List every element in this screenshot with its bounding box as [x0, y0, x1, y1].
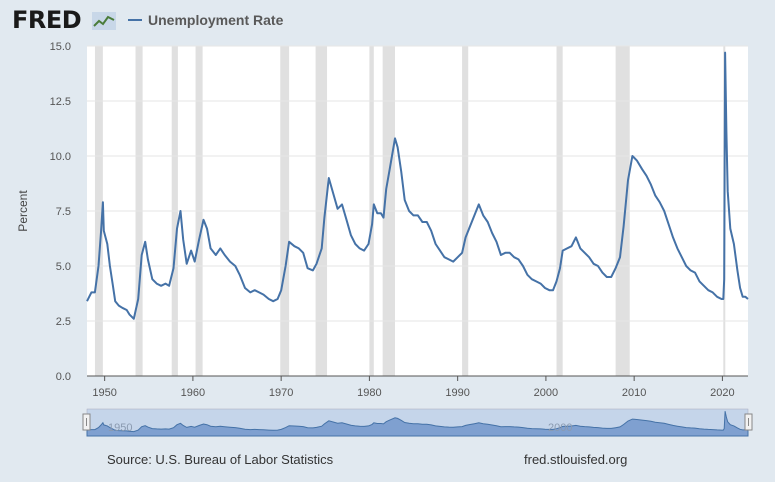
x-tick-label: 2020 — [710, 387, 734, 399]
source-credit: Source: U.S. Bureau of Labor Statistics — [107, 452, 334, 467]
gridlines — [87, 45, 748, 322]
range-navigator[interactable]: 1950 2000 — [82, 408, 753, 437]
y-tick-label: 12.5 — [50, 96, 71, 108]
x-tick-label: 1960 — [181, 387, 205, 399]
y-axis-title: Percent — [16, 190, 30, 232]
navigator-label: 1950 — [108, 422, 132, 434]
legend-swatch — [128, 19, 142, 21]
x-tick-label: 1980 — [357, 387, 381, 399]
navigator-series-area — [86, 411, 749, 437]
navigator-label: 2000 — [548, 422, 572, 434]
chart-header: FRED Unemployment Rate — [0, 0, 775, 44]
x-tick-label: 1970 — [269, 387, 293, 399]
fred-logo-graph-icon — [92, 12, 116, 30]
y-tick-label: 10.0 — [50, 151, 71, 163]
legend-label: Unemployment Rate — [148, 12, 284, 28]
y-tick-label: 15.0 — [50, 41, 71, 53]
fred-logo[interactable]: FRED — [12, 6, 82, 34]
y-axis-tick-labels: 0.0 2.5 5.0 7.5 10.0 12.5 15.0 — [50, 41, 71, 383]
x-tick-label: 2010 — [622, 387, 646, 399]
y-tick-label: 0.0 — [56, 371, 71, 383]
x-tick-label: 1950 — [92, 387, 116, 399]
y-tick-label: 5.0 — [56, 261, 71, 273]
y-tick-label: 2.5 — [56, 316, 71, 328]
y-tick-label: 7.5 — [56, 206, 71, 218]
x-tick-label: 1990 — [445, 387, 469, 399]
x-tick-label: 2000 — [534, 387, 558, 399]
x-axis-tick-labels: 1950 1960 1970 1980 1990 2000 2010 2020 — [92, 376, 735, 399]
legend[interactable]: Unemployment Rate — [128, 12, 283, 28]
unemployment-rate-line[interactable] — [86, 51, 749, 320]
source-url[interactable]: fred.stlouisfed.org — [524, 452, 628, 467]
